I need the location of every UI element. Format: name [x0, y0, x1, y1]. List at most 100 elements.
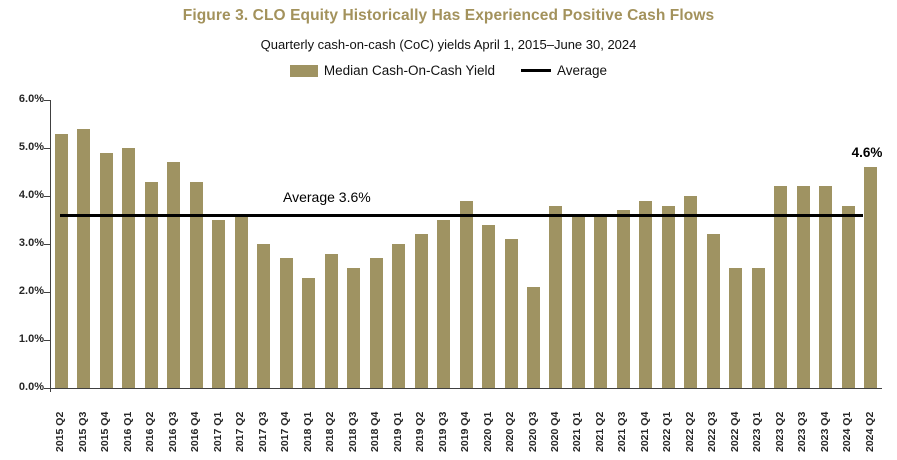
- bar: [392, 244, 405, 388]
- x-axis-label: 2018 Q2: [324, 411, 337, 452]
- x-axis-label: 2019 Q3: [436, 411, 449, 452]
- bar: [774, 186, 788, 388]
- x-axis-label: 2016 Q2: [144, 411, 157, 452]
- x-axis-label: 2022 Q2: [683, 411, 696, 452]
- legend-item-bar: Median Cash-On-Cash Yield: [289, 63, 496, 78]
- x-axis-label: 2018 Q1: [301, 411, 314, 452]
- x-axis-label: 2020 Q2: [504, 411, 516, 452]
- x-axis-label: 2020 Q4: [548, 411, 561, 452]
- x-axis-label: 2024 Q2: [863, 411, 876, 452]
- x-axis-label: 2016 Q3: [166, 411, 179, 452]
- x-axis-label: 2023 Q1: [751, 411, 764, 452]
- bar: [571, 215, 585, 388]
- y-axis-label: 3.0%: [18, 237, 44, 249]
- x-axis-label: 2018 Q3: [346, 411, 359, 452]
- x-axis-label: 2019 Q4: [459, 411, 471, 452]
- x-axis-label: 2019 Q2: [414, 411, 426, 452]
- bar: [234, 215, 248, 388]
- y-axis-label: 6.0%: [18, 93, 44, 105]
- bar: [414, 234, 428, 388]
- bar: [459, 200, 473, 388]
- x-axis-label: 2024 Q1: [841, 411, 854, 452]
- x-axis-label: 2015 Q3: [76, 411, 89, 452]
- bar: [706, 234, 720, 388]
- bar: [144, 181, 158, 388]
- bar: [751, 268, 765, 388]
- y-tick: [44, 100, 50, 101]
- bar: [819, 186, 833, 388]
- bar: [594, 215, 608, 388]
- bar: [167, 162, 181, 388]
- x-axis-label: 2022 Q1: [661, 411, 674, 452]
- y-tick: [44, 244, 50, 245]
- x-axis-label: 2021 Q4: [638, 411, 651, 452]
- bar: [482, 224, 495, 388]
- bar: [122, 148, 136, 388]
- x-axis-label: 2020 Q1: [481, 411, 494, 452]
- bar: [864, 167, 878, 388]
- bar: [369, 258, 383, 388]
- x-axis-label: 2023 Q3: [796, 411, 809, 452]
- bar: [504, 239, 518, 388]
- x-axis-label: 2015 Q2: [54, 411, 67, 452]
- x-axis-label: 2022 Q4: [728, 411, 741, 452]
- bar: [54, 133, 68, 388]
- y-axis-label: 0.0%: [18, 381, 44, 393]
- x-axis-label: 2021 Q1: [571, 411, 584, 452]
- y-axis-label: 1.0%: [18, 333, 44, 345]
- bar: [684, 196, 698, 388]
- bar: [729, 268, 743, 388]
- y-tick: [44, 196, 50, 197]
- x-axis-label: 2016 Q1: [121, 411, 134, 452]
- y-tick: [44, 148, 50, 149]
- x-axis-label: 2018 Q4: [369, 411, 382, 452]
- bar: [324, 253, 338, 388]
- bar: [347, 268, 361, 388]
- bar: [549, 205, 563, 388]
- x-axis-label: 2020 Q3: [526, 411, 539, 452]
- figure-title: Figure 3. CLO Equity Historically Has Ex…: [182, 7, 715, 24]
- x-axis-label: 2023 Q2: [773, 411, 786, 452]
- bar: [527, 287, 540, 388]
- x-axis-label: 2023 Q4: [818, 411, 831, 452]
- x-axis-label: 2021 Q3: [616, 411, 629, 452]
- bar: [639, 200, 653, 388]
- x-axis: [50, 388, 882, 389]
- bar: [77, 128, 91, 388]
- last-value-annotation: 4.6%: [851, 145, 883, 160]
- x-axis-label: 2016 Q4: [189, 411, 202, 452]
- chart-legend: Median Cash-On-Cash Yield Average: [0, 63, 897, 78]
- x-axis-label: 2019 Q1: [391, 411, 404, 452]
- y-axis-label: 5.0%: [18, 141, 44, 153]
- bar: [437, 220, 450, 388]
- bar: [279, 258, 293, 388]
- x-axis-label: 2017 Q1: [211, 411, 224, 452]
- x-axis-label: 2017 Q3: [256, 411, 269, 452]
- bar: [212, 220, 226, 388]
- bar: [616, 210, 630, 388]
- y-tick: [44, 388, 50, 389]
- y-axis-label: 2.0%: [18, 285, 44, 297]
- bar-swatch-icon: [289, 64, 318, 77]
- bar: [302, 277, 316, 388]
- bar: [189, 181, 203, 388]
- x-axis-label: 2022 Q3: [706, 411, 719, 452]
- bar: [796, 186, 810, 388]
- y-tick: [44, 292, 50, 293]
- legend-bar-label: Median Cash-On-Cash Yield: [323, 63, 496, 78]
- average-annotation: Average 3.6%: [283, 189, 371, 205]
- bar: [841, 205, 855, 388]
- legend-line-label: Average: [557, 63, 608, 78]
- x-axis-label: 2017 Q2: [234, 411, 247, 452]
- x-axis-label: 2015 Q4: [99, 411, 112, 452]
- line-swatch-icon: [521, 69, 552, 72]
- x-axis-label: 2021 Q2: [593, 411, 606, 452]
- bar: [257, 244, 271, 388]
- y-axis-label: 4.0%: [18, 189, 44, 201]
- y-axis: [50, 100, 51, 392]
- figure-subtitle: Quarterly cash-on-cash (CoC) yields Apri…: [260, 37, 637, 52]
- x-axis-label: 2017 Q4: [279, 411, 292, 452]
- legend-item-line: Average: [521, 63, 607, 78]
